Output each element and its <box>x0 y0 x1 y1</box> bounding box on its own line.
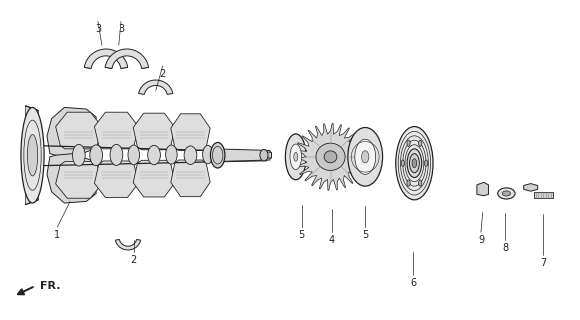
Text: FR.: FR. <box>40 281 60 291</box>
Polygon shape <box>171 114 210 150</box>
Text: 5: 5 <box>362 230 368 240</box>
Ellipse shape <box>324 151 337 163</box>
Polygon shape <box>95 112 139 149</box>
Polygon shape <box>133 113 175 150</box>
Ellipse shape <box>355 139 376 174</box>
Ellipse shape <box>202 145 213 164</box>
Ellipse shape <box>290 144 302 170</box>
Ellipse shape <box>409 154 419 173</box>
Text: 3: 3 <box>95 24 101 34</box>
Polygon shape <box>215 149 271 162</box>
Ellipse shape <box>21 108 44 203</box>
Ellipse shape <box>407 180 410 186</box>
Text: 3: 3 <box>118 24 124 34</box>
Polygon shape <box>56 112 102 149</box>
Ellipse shape <box>361 151 369 163</box>
Text: 5: 5 <box>299 230 304 240</box>
Ellipse shape <box>396 126 433 200</box>
Polygon shape <box>47 154 96 203</box>
Polygon shape <box>171 160 210 197</box>
Ellipse shape <box>27 134 38 176</box>
Polygon shape <box>105 49 148 68</box>
Polygon shape <box>264 152 271 158</box>
Ellipse shape <box>148 145 161 165</box>
Text: 4: 4 <box>329 235 335 245</box>
Polygon shape <box>524 184 538 191</box>
Ellipse shape <box>419 140 422 147</box>
Polygon shape <box>534 192 553 198</box>
Polygon shape <box>133 160 175 197</box>
Ellipse shape <box>425 160 427 166</box>
Ellipse shape <box>166 145 177 164</box>
Polygon shape <box>84 49 128 68</box>
Text: 1: 1 <box>55 230 60 240</box>
Ellipse shape <box>498 188 515 199</box>
Ellipse shape <box>184 146 197 164</box>
Ellipse shape <box>348 127 383 186</box>
Ellipse shape <box>128 145 140 165</box>
Ellipse shape <box>293 152 298 161</box>
Ellipse shape <box>285 134 306 180</box>
Polygon shape <box>26 106 38 204</box>
Ellipse shape <box>407 149 422 178</box>
Text: 2: 2 <box>130 255 137 265</box>
Text: 2: 2 <box>160 69 166 79</box>
Ellipse shape <box>72 144 85 166</box>
Ellipse shape <box>260 149 268 161</box>
Polygon shape <box>115 239 140 250</box>
Text: 7: 7 <box>541 258 546 268</box>
Text: 6: 6 <box>410 278 416 288</box>
Polygon shape <box>47 108 96 157</box>
Polygon shape <box>139 80 173 94</box>
Polygon shape <box>477 182 488 196</box>
Ellipse shape <box>110 144 123 165</box>
Text: 8: 8 <box>502 243 508 252</box>
Polygon shape <box>95 161 139 197</box>
Ellipse shape <box>316 143 345 171</box>
Ellipse shape <box>419 180 422 186</box>
Ellipse shape <box>211 142 225 168</box>
Text: 9: 9 <box>478 235 484 245</box>
Polygon shape <box>295 123 367 190</box>
Ellipse shape <box>407 140 410 147</box>
Ellipse shape <box>90 145 103 165</box>
Ellipse shape <box>401 160 404 166</box>
Ellipse shape <box>502 191 510 196</box>
Ellipse shape <box>412 159 416 168</box>
Polygon shape <box>56 162 102 198</box>
